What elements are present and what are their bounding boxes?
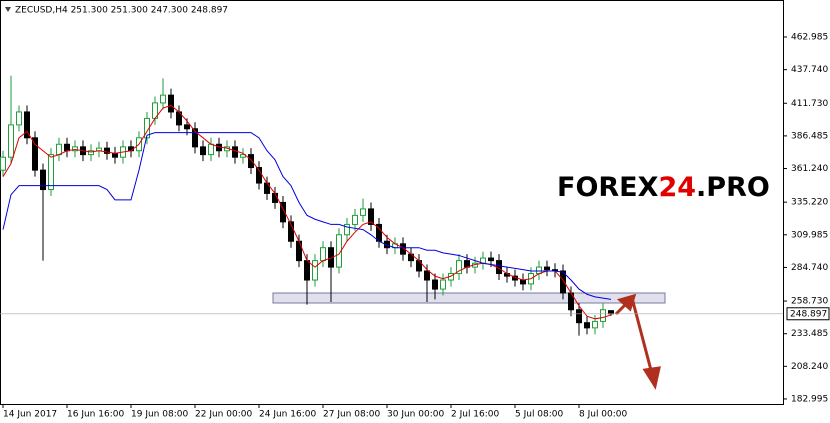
current-price-box	[786, 307, 830, 321]
candle-body	[72, 146, 78, 152]
candle-body	[304, 260, 310, 281]
x-tick-label: 19 Jun 08:00	[131, 410, 188, 420]
candle-body	[488, 257, 494, 262]
watermark-part: 24	[658, 172, 696, 203]
watermark-part: .PRO	[696, 172, 770, 203]
candle-body	[312, 260, 318, 281]
y-tick-label: 386.485	[791, 131, 828, 141]
candle-body	[256, 167, 262, 184]
candle-body	[272, 192, 278, 203]
candle-body	[584, 322, 590, 329]
candle-body	[440, 279, 446, 290]
x-tick-label: 5 Jul 08:00	[515, 410, 564, 420]
indicator-line	[2, 132, 612, 300]
plot-frame	[0, 0, 784, 405]
support-zone	[272, 292, 666, 304]
candle-body	[56, 143, 62, 156]
arrow-head	[642, 366, 661, 390]
y-tick-label: 208.240	[791, 362, 828, 372]
y-tick-label: 284.740	[791, 263, 828, 273]
candle-body	[48, 154, 54, 191]
candle-body	[24, 111, 30, 139]
candle-body	[456, 260, 462, 275]
x-tick-label: 30 Jun 00:00	[387, 410, 444, 420]
candle-body	[64, 143, 70, 152]
chart-title: ZECUSD,H4 251.300 251.300 247.300 248.89…	[15, 6, 228, 16]
indicator-line	[2, 104, 612, 320]
candle-body	[280, 201, 286, 223]
y-tick-label: 335.220	[791, 198, 828, 208]
candle-body	[208, 143, 214, 156]
candle-body	[32, 137, 38, 171]
current-price-label: 248.897	[790, 309, 827, 319]
forecast-arrows	[614, 293, 661, 390]
candle-body	[592, 320, 598, 329]
candle-body	[104, 147, 110, 154]
y-tick-label: 182.995	[791, 394, 828, 404]
candle-body	[368, 208, 374, 225]
y-tick-label: 411.730	[791, 99, 828, 109]
x-tick-label: 16 Jun 16:00	[67, 410, 124, 420]
y-tick-label: 258.730	[791, 297, 828, 307]
candle-body	[248, 154, 254, 169]
x-tick-label: 8 Jul 00:00	[579, 410, 628, 420]
candle-body	[192, 128, 198, 148]
candle-body	[544, 266, 550, 271]
candle-body	[232, 146, 238, 158]
candle-body	[320, 247, 326, 262]
y-tick-label: 361.240	[791, 164, 828, 174]
candle-body	[560, 270, 566, 294]
candle-body	[112, 152, 118, 158]
candle-body	[168, 94, 174, 113]
x-tick-label: 27 Jun 08:00	[323, 410, 380, 420]
candle-body	[432, 279, 438, 290]
candle-body	[296, 240, 302, 262]
symbol-icon	[5, 7, 11, 12]
y-tick-label: 233.485	[791, 329, 828, 339]
x-tick-label: 24 Jun 16:00	[259, 410, 316, 420]
watermark-forex: FOREX24.PRO	[557, 172, 770, 203]
candle-body	[160, 94, 166, 104]
candle-body	[328, 247, 334, 268]
x-tick-label: 22 Jun 00:00	[195, 410, 252, 420]
candle-body	[88, 150, 94, 156]
y-tick-label: 437.740	[791, 65, 828, 75]
candle-body	[600, 309, 606, 322]
candle-body	[360, 208, 366, 216]
y-tick-label: 309.985	[791, 230, 828, 240]
candle-body	[400, 243, 406, 255]
arrow-down	[630, 297, 654, 375]
candle-body	[352, 214, 358, 225]
watermark-part: FOREX	[557, 172, 659, 203]
x-tick-label: 2 Jul 16:00	[451, 410, 500, 420]
candle-body	[608, 310, 614, 315]
candle-body	[16, 111, 22, 126]
candle-body	[8, 124, 14, 158]
candle-body	[384, 240, 390, 249]
candle-body	[184, 124, 190, 130]
candle-body	[288, 221, 294, 242]
candle-body	[0, 156, 6, 171]
candle-body	[40, 169, 46, 191]
candle-body	[520, 279, 526, 285]
candle-body	[424, 270, 430, 281]
candle-body	[576, 309, 582, 324]
candle-body	[344, 223, 350, 236]
candle-body	[200, 146, 206, 156]
x-tick-label: 14 Jun 2017	[3, 410, 57, 420]
y-tick-label: 462.985	[791, 32, 828, 42]
